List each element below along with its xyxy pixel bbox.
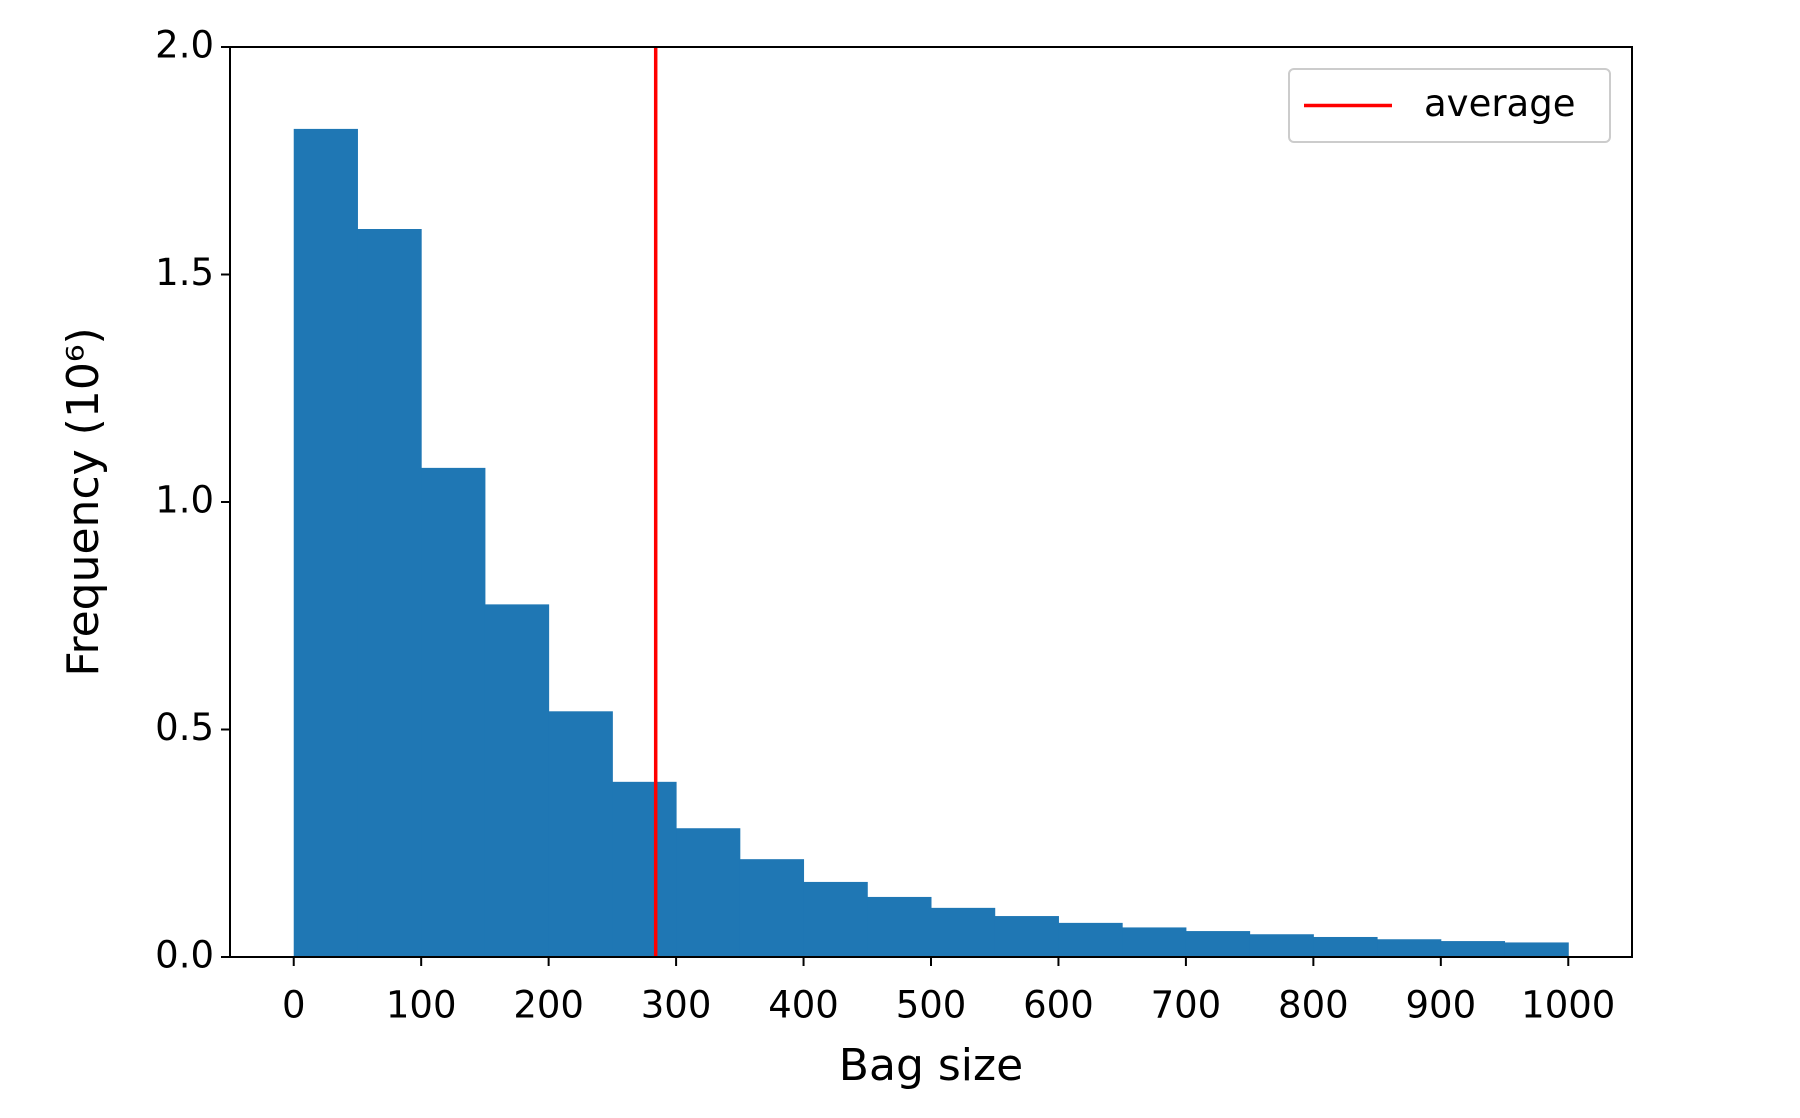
bar (612, 781, 677, 957)
bar (1185, 931, 1251, 957)
x-axis-label: Bag size (839, 1040, 1023, 1091)
x-tick-label: 100 (386, 984, 457, 1027)
y-tick-label: 0.5 (155, 706, 214, 749)
bar (739, 859, 805, 957)
x-tick-label: 500 (896, 984, 967, 1027)
bar (1249, 934, 1314, 957)
bar (1504, 942, 1569, 957)
bar (676, 828, 741, 957)
legend-box (1288, 68, 1611, 143)
x-tick-label: 900 (1406, 984, 1477, 1027)
y-tick-label: 1.0 (155, 479, 214, 522)
bar (803, 881, 868, 957)
bar (421, 467, 486, 957)
y-tick-label: 2.0 (155, 24, 214, 67)
bar (1313, 936, 1378, 957)
x-tick-label: 700 (1151, 984, 1222, 1027)
bar (1058, 922, 1123, 957)
bar (867, 896, 932, 957)
bar (293, 128, 358, 957)
x-tick-label: 200 (513, 984, 584, 1027)
bar (1122, 927, 1187, 957)
legend-label: average (1424, 82, 1575, 125)
x-tick-label: 400 (768, 984, 839, 1027)
y-tick-label: 0.0 (155, 934, 214, 977)
bar (548, 711, 613, 957)
x-tick-label: 800 (1278, 984, 1349, 1027)
bar (931, 907, 996, 957)
bar (1377, 939, 1442, 957)
bar (1440, 941, 1506, 957)
x-tick-label: 1000 (1521, 984, 1615, 1027)
y-axis-label: Frequency (10⁶) (58, 327, 109, 676)
y-tick-label: 1.5 (155, 251, 214, 294)
bar (484, 604, 550, 957)
x-tick-label: 300 (641, 984, 712, 1027)
x-tick-label: 600 (1023, 984, 1094, 1027)
bar (357, 229, 422, 957)
bar (994, 916, 1059, 957)
x-tick-label: 0 (282, 984, 306, 1027)
